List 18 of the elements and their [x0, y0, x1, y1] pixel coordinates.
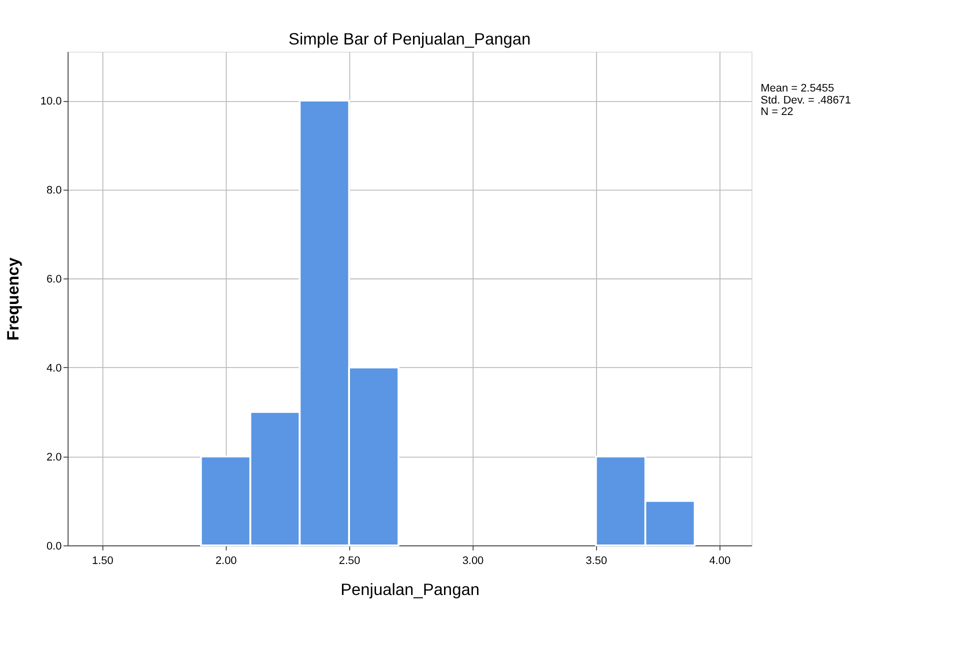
x-tick-label: 3.00	[462, 555, 484, 568]
x-tick-label: 2.50	[338, 555, 360, 568]
text: Mean = 2.5455	[760, 82, 834, 94]
chart-title: Simple Bar of Penjualan_Pangan	[288, 30, 531, 48]
y-tick-label: 8.0	[46, 184, 62, 197]
text: N = 22	[760, 106, 794, 118]
y-tick-label: 10.0	[40, 96, 62, 108]
x-tick-label: 4.00	[709, 555, 731, 568]
x-tick-label: 2.00	[215, 555, 237, 568]
y-tick-label: 2.0	[46, 452, 62, 464]
y-tick-label: 0.0	[46, 540, 62, 552]
y-axis-title: Frequency	[4, 256, 22, 341]
text: Std. Dev. = .48671	[760, 94, 851, 106]
y-tick-label: 6.0	[46, 274, 62, 286]
x-tick-label: 3.50	[586, 555, 608, 568]
x-tick-label: 1.50	[92, 555, 114, 568]
x-axis-title: Penjualan_Pangan	[340, 581, 480, 600]
y-tick-label: 4.0	[46, 362, 62, 375]
